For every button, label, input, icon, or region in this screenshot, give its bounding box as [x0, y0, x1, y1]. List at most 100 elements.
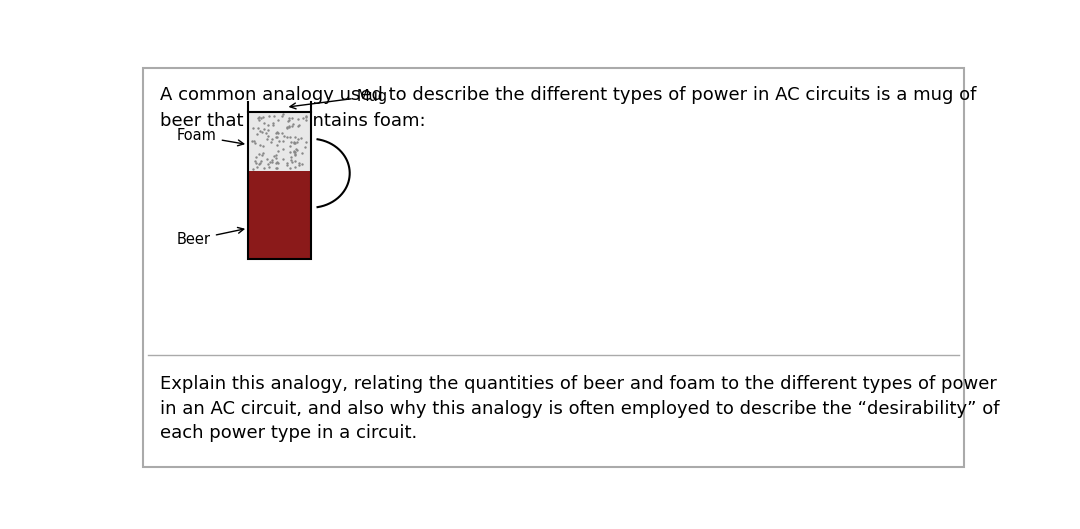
- Bar: [248, 171, 311, 259]
- Point: [288, 138, 306, 146]
- Point: [287, 151, 305, 159]
- Point: [294, 159, 311, 168]
- Point: [289, 122, 307, 130]
- Point: [246, 139, 264, 147]
- Point: [268, 129, 285, 138]
- Point: [269, 129, 286, 137]
- Point: [252, 157, 269, 166]
- Point: [286, 149, 303, 158]
- Point: [258, 155, 275, 163]
- Point: [264, 158, 281, 166]
- Point: [288, 144, 306, 153]
- Point: [266, 152, 283, 160]
- Point: [282, 152, 299, 161]
- Point: [268, 133, 285, 141]
- Point: [246, 157, 264, 165]
- Point: [280, 117, 297, 125]
- Point: [282, 156, 299, 165]
- Point: [268, 132, 285, 141]
- Point: [260, 112, 278, 120]
- Point: [254, 128, 271, 136]
- Point: [285, 148, 302, 156]
- Point: [256, 164, 273, 172]
- FancyBboxPatch shape: [144, 68, 963, 467]
- Point: [289, 134, 307, 143]
- Point: [261, 158, 279, 166]
- Point: [253, 113, 270, 122]
- Point: [255, 113, 272, 122]
- Point: [283, 114, 300, 122]
- Point: [297, 138, 314, 146]
- Point: [249, 114, 267, 122]
- Point: [286, 133, 303, 141]
- Point: [251, 112, 268, 121]
- Point: [268, 158, 285, 166]
- Point: [281, 123, 298, 131]
- Point: [268, 164, 285, 172]
- Point: [285, 139, 302, 148]
- Point: [288, 146, 306, 154]
- Point: [282, 133, 299, 141]
- Point: [244, 165, 261, 173]
- Point: [297, 113, 314, 122]
- Point: [280, 116, 297, 124]
- Point: [269, 127, 286, 136]
- Point: [291, 158, 308, 167]
- Point: [268, 154, 285, 162]
- Point: [280, 122, 297, 131]
- Point: [249, 159, 267, 168]
- Point: [286, 162, 303, 171]
- Point: [285, 147, 302, 156]
- Point: [254, 149, 271, 158]
- Point: [264, 134, 281, 143]
- Text: each power type in a circuit.: each power type in a circuit.: [160, 424, 417, 442]
- Point: [260, 163, 278, 171]
- Point: [281, 164, 298, 172]
- Point: [248, 163, 266, 171]
- Text: Mug: Mug: [289, 88, 388, 109]
- Point: [264, 156, 281, 164]
- Point: [256, 125, 273, 133]
- Point: [244, 124, 261, 132]
- Point: [252, 141, 269, 149]
- Point: [275, 132, 293, 141]
- Point: [280, 113, 297, 122]
- Point: [258, 129, 275, 137]
- Point: [249, 124, 267, 132]
- Point: [251, 116, 268, 124]
- Point: [279, 122, 296, 131]
- Point: [283, 158, 300, 166]
- Point: [284, 120, 301, 128]
- Point: [282, 142, 299, 151]
- Point: [281, 148, 298, 156]
- Point: [278, 159, 295, 168]
- Point: [260, 160, 278, 168]
- Point: [274, 144, 292, 153]
- Point: [274, 110, 292, 118]
- Text: Foam: Foam: [177, 129, 244, 146]
- Point: [269, 147, 286, 155]
- Point: [274, 154, 292, 163]
- Point: [274, 112, 292, 121]
- Point: [252, 126, 269, 135]
- Point: [258, 134, 275, 143]
- Point: [267, 159, 284, 168]
- Point: [286, 139, 303, 148]
- Point: [256, 119, 273, 127]
- Bar: [248, 112, 311, 259]
- Point: [259, 132, 276, 140]
- Point: [291, 160, 308, 169]
- Point: [271, 137, 288, 145]
- Point: [297, 115, 314, 124]
- Text: Explain this analogy, relating the quantities of beer and foam to the different : Explain this analogy, relating the quant…: [160, 375, 997, 393]
- Point: [259, 121, 276, 129]
- Point: [295, 114, 312, 122]
- Point: [243, 136, 260, 145]
- Point: [269, 116, 286, 124]
- Point: [254, 150, 271, 159]
- Point: [297, 143, 314, 152]
- Text: in an AC circuit, and also why this analogy is often employed to describe the “d: in an AC circuit, and also why this anal…: [160, 399, 1000, 417]
- Point: [297, 112, 314, 121]
- Point: [252, 158, 269, 167]
- Point: [247, 152, 265, 161]
